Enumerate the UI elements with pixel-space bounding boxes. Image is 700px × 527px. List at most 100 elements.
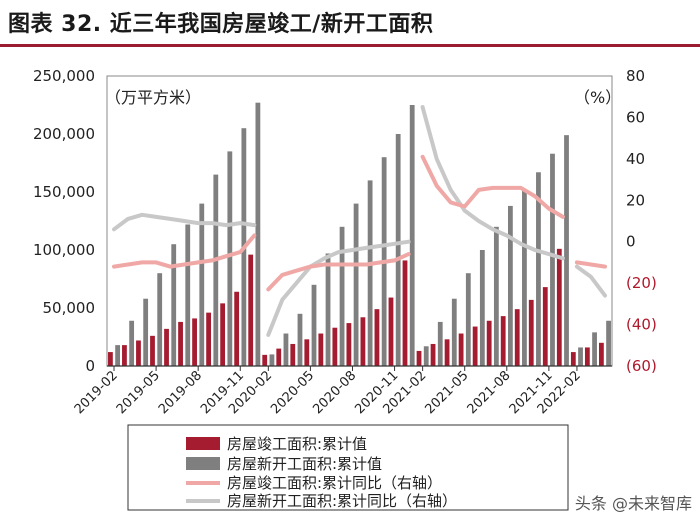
watermark: 头条 @未来智库 xyxy=(574,494,692,513)
bar-completed xyxy=(374,309,380,366)
bar-completed xyxy=(444,339,450,366)
bar-new-start xyxy=(157,273,163,366)
bar-new-start xyxy=(269,354,275,366)
bar-completed xyxy=(584,347,590,366)
bar-completed xyxy=(388,297,394,366)
bar-new-start xyxy=(353,203,359,366)
bar-new-start xyxy=(465,273,471,366)
bar-completed xyxy=(416,350,422,366)
bar-new-start xyxy=(143,298,149,366)
title-rule xyxy=(0,44,700,47)
bar-new-start xyxy=(437,321,443,366)
left-tick-label: 250,000 xyxy=(33,67,95,85)
x-tick-label: 2021-08 xyxy=(465,368,514,417)
right-tick-label: (60) xyxy=(626,357,657,375)
bar-completed xyxy=(178,321,183,366)
bar-completed xyxy=(290,343,296,366)
bar-new-start xyxy=(311,284,317,366)
bar-new-start xyxy=(297,313,303,366)
x-tick-label: 2019-05 xyxy=(114,368,163,417)
legend-label-completed-yoy: 房屋竣工面积:累计同比（右轴） xyxy=(227,474,442,492)
line-completed-yoy xyxy=(420,154,565,219)
legend-swatch-new xyxy=(186,457,220,470)
chart-title: 图表 32. 近三年我国房屋竣工/新开工面积 xyxy=(8,12,434,37)
line-completed-yoy xyxy=(112,233,257,269)
bar-new-start xyxy=(129,320,135,366)
right-unit-label: （%） xyxy=(574,88,621,107)
x-tick-label: 2021-05 xyxy=(423,368,472,417)
bar-completed xyxy=(556,248,562,366)
bar-new-start xyxy=(325,253,331,366)
left-tick-label: 200,000 xyxy=(33,125,95,143)
line-completed-yoy xyxy=(574,260,607,269)
bar-new-start xyxy=(536,172,541,366)
bar-completed xyxy=(248,254,254,366)
legend-label-new: 房屋新开工面积:累计值 xyxy=(227,455,382,473)
bar-new-start xyxy=(395,134,401,366)
bar-completed xyxy=(304,339,310,366)
bar-completed xyxy=(458,333,464,366)
left-tick-label: 0 xyxy=(85,357,95,375)
bar-completed xyxy=(108,352,113,366)
bar-new-start xyxy=(283,333,289,366)
bar-completed xyxy=(486,320,492,366)
bar-completed xyxy=(500,316,506,366)
left-unit-label: （万平方米） xyxy=(105,88,201,107)
bar-new-start xyxy=(171,244,177,366)
bar-new-start xyxy=(578,347,583,366)
bar-completed xyxy=(164,328,169,366)
bar-new-start xyxy=(199,203,205,366)
x-tick-label: 2019-02 xyxy=(72,368,121,417)
bar-new-start xyxy=(409,105,415,366)
bar-completed xyxy=(276,348,282,366)
left-tick-label: 100,000 xyxy=(33,241,95,259)
bar-completed xyxy=(136,340,141,366)
legend: 房屋竣工面积:累计值 房屋新开工面积:累计值 房屋竣工面积:累计同比（右轴） 房… xyxy=(127,424,569,511)
x-tick-label: 2020-08 xyxy=(310,368,359,417)
bar-completed xyxy=(220,303,226,366)
bar-completed xyxy=(570,352,576,366)
bar-completed xyxy=(122,345,127,366)
bar-completed xyxy=(234,291,240,366)
legend-label-completed: 房屋竣工面积:累计值 xyxy=(227,435,367,453)
bar-new-start xyxy=(592,332,597,366)
bar-new-start xyxy=(367,180,373,366)
legend-swatch-completed xyxy=(186,437,220,450)
bar-new-start xyxy=(115,345,121,366)
bar-completed xyxy=(542,287,548,366)
bar-new-start xyxy=(479,250,485,366)
bar-completed xyxy=(514,309,520,366)
x-tick-label: 2019-08 xyxy=(156,368,205,417)
bar-new-start xyxy=(507,205,513,366)
left-tick-label: 50,000 xyxy=(43,299,96,317)
right-tick-label: 40 xyxy=(626,150,645,168)
line-new-start-yoy xyxy=(574,264,607,298)
line-new-start-yoy xyxy=(112,212,257,232)
bar-new-start xyxy=(255,102,261,367)
bar-completed xyxy=(262,354,268,366)
bar-completed xyxy=(402,260,408,366)
bar-completed xyxy=(430,343,436,366)
bar-new-start xyxy=(564,135,569,366)
right-tick-label: 80 xyxy=(626,67,645,85)
bar-new-start xyxy=(339,226,345,366)
bar-completed xyxy=(318,333,324,366)
right-tick-label: (20) xyxy=(626,274,657,292)
bar-new-start xyxy=(451,298,457,366)
bar-new-start xyxy=(522,189,527,366)
bar-completed xyxy=(528,299,534,366)
x-tick-label: 2020-05 xyxy=(268,368,317,417)
right-tick-label: (40) xyxy=(626,316,657,334)
legend-label-new-yoy: 房屋新开工面积:累计同比（右轴） xyxy=(227,492,457,510)
line-new-start-yoy xyxy=(420,105,565,261)
left-tick-label: 150,000 xyxy=(33,183,95,201)
bar-completed xyxy=(150,335,155,366)
line-new-start-yoy xyxy=(266,239,411,337)
bar-new-start xyxy=(493,226,499,366)
bar-new-start xyxy=(213,174,219,366)
bar-new-start xyxy=(606,320,611,366)
bar-completed xyxy=(206,312,212,366)
line-completed-yoy xyxy=(266,252,411,292)
bar-completed xyxy=(472,326,478,366)
